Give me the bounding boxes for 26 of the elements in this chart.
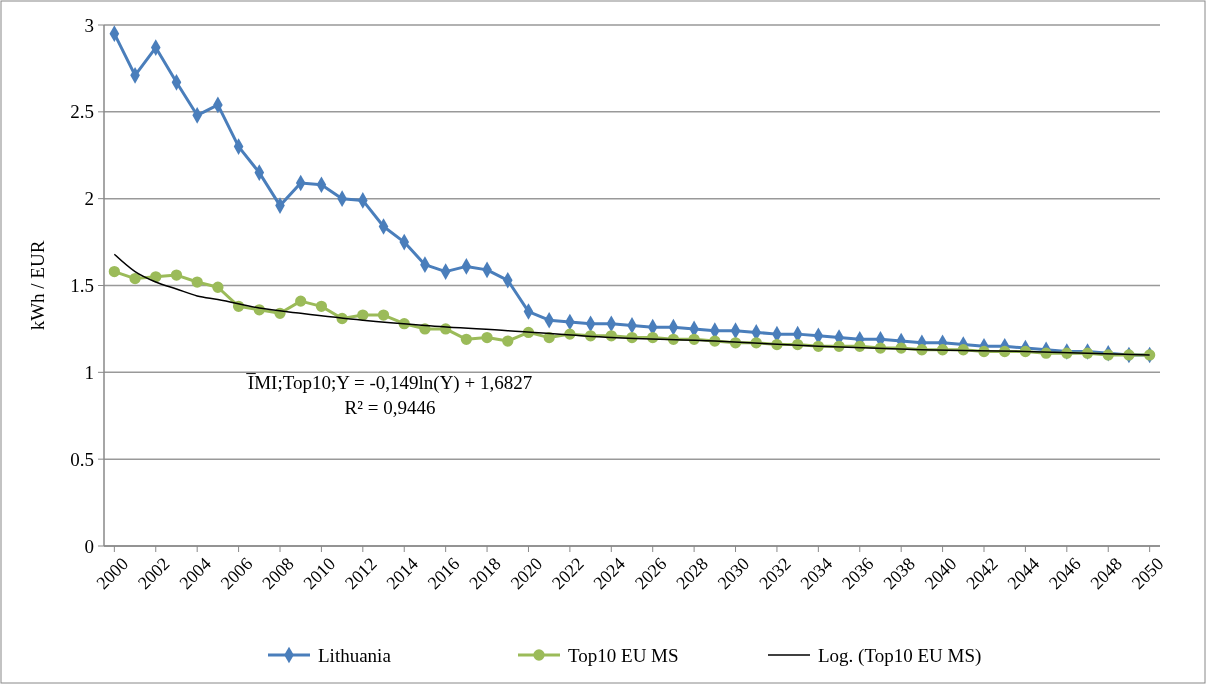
y-axis-title: kWh / EUR bbox=[27, 240, 48, 331]
y-tick-label: 1 bbox=[84, 361, 94, 383]
point bbox=[460, 333, 472, 345]
point bbox=[212, 281, 224, 293]
point bbox=[191, 276, 203, 288]
point bbox=[315, 300, 328, 312]
point bbox=[502, 335, 514, 347]
point bbox=[108, 265, 120, 278]
point bbox=[150, 271, 162, 283]
annotation: R² = 0,9446 bbox=[344, 397, 436, 418]
y-tick-label: 2.5 bbox=[70, 101, 94, 123]
y-tick-label: 1.5 bbox=[70, 275, 94, 297]
point bbox=[129, 272, 141, 285]
point bbox=[481, 331, 493, 344]
y-tick-label: 2 bbox=[84, 188, 94, 210]
annotation: I̅MI;Top10;Y = -0,149ln(Y) + 1,6827 bbox=[246, 372, 533, 394]
legend-label: Lithuania bbox=[318, 644, 392, 666]
legend-label: Log. (Top10 EU MS) bbox=[818, 644, 982, 667]
legend-label: Top10 EU MS bbox=[568, 644, 679, 666]
y-tick-label: 0.5 bbox=[70, 448, 94, 470]
point bbox=[295, 295, 307, 307]
point bbox=[377, 309, 390, 321]
y-tick-label: 3 bbox=[84, 14, 94, 36]
y-tick-label: 0 bbox=[84, 535, 94, 557]
point bbox=[357, 309, 369, 321]
point bbox=[170, 269, 183, 281]
